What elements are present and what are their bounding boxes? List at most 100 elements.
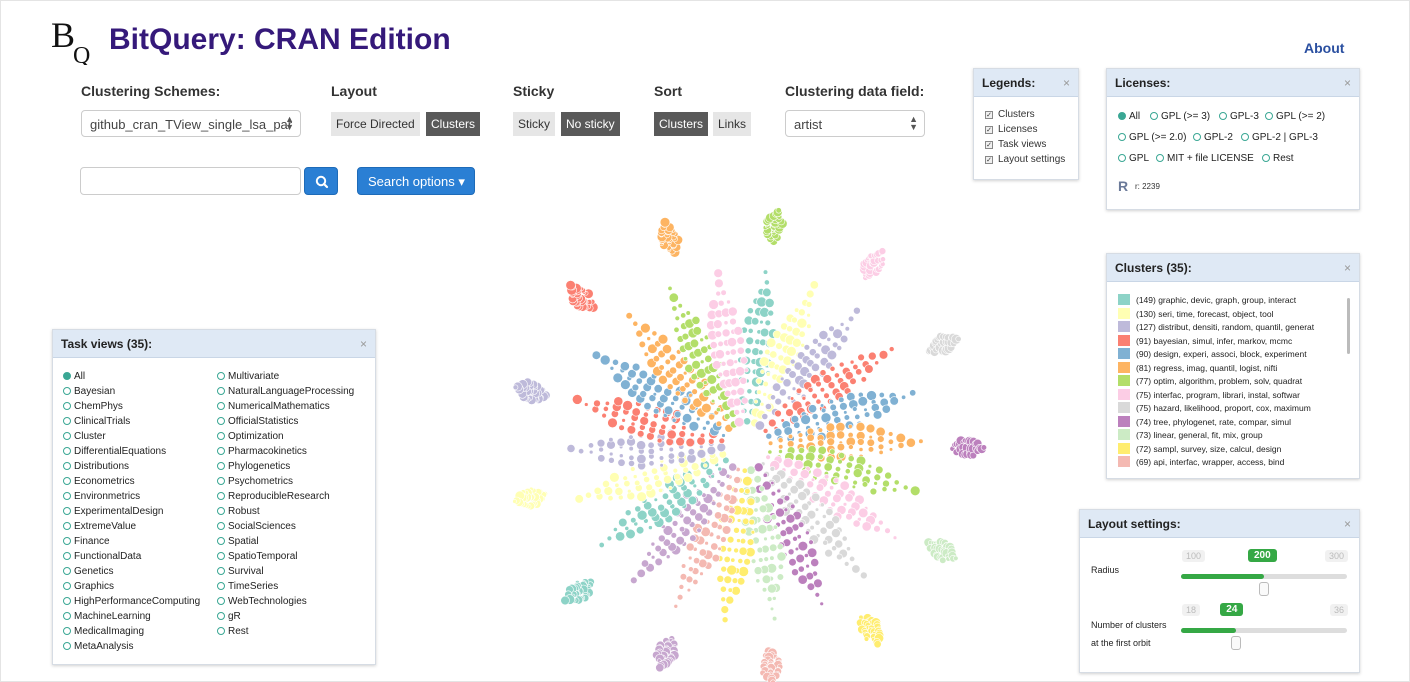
task-view-option[interactable]: ReproducibleResearch bbox=[217, 491, 330, 502]
package-node[interactable] bbox=[717, 546, 722, 551]
package-node[interactable] bbox=[852, 479, 858, 486]
package-node[interactable] bbox=[714, 278, 724, 288]
package-node[interactable] bbox=[685, 437, 695, 448]
package-node[interactable] bbox=[939, 556, 947, 564]
package-node[interactable] bbox=[712, 360, 722, 370]
package-node[interactable] bbox=[571, 394, 583, 405]
package-node[interactable] bbox=[829, 485, 835, 491]
package-node[interactable] bbox=[717, 299, 725, 307]
package-node[interactable] bbox=[741, 467, 748, 474]
radio-icon[interactable] bbox=[63, 597, 71, 605]
package-node[interactable] bbox=[714, 511, 723, 520]
package-node[interactable] bbox=[657, 534, 666, 543]
radio-icon[interactable] bbox=[217, 537, 225, 545]
package-node[interactable] bbox=[617, 458, 626, 467]
package-node[interactable] bbox=[788, 370, 797, 379]
package-node[interactable] bbox=[759, 319, 764, 325]
package-node[interactable] bbox=[753, 399, 759, 404]
package-node[interactable] bbox=[725, 595, 735, 605]
package-node[interactable] bbox=[867, 446, 875, 453]
package-node[interactable] bbox=[585, 491, 592, 499]
package-node[interactable] bbox=[875, 465, 884, 475]
package-node[interactable] bbox=[793, 498, 799, 505]
task-view-option[interactable]: TimeSeries bbox=[217, 581, 278, 592]
package-node[interactable] bbox=[684, 363, 694, 373]
package-node[interactable] bbox=[696, 449, 707, 459]
package-node[interactable] bbox=[806, 582, 816, 591]
package-node[interactable] bbox=[825, 422, 836, 432]
package-node[interactable] bbox=[708, 438, 715, 445]
package-node[interactable] bbox=[779, 388, 787, 397]
package-node[interactable] bbox=[710, 399, 716, 404]
package-node[interactable] bbox=[794, 546, 800, 552]
package-node[interactable] bbox=[860, 376, 867, 383]
package-node[interactable] bbox=[877, 435, 885, 443]
package-node[interactable] bbox=[667, 285, 673, 291]
radio-icon[interactable] bbox=[217, 447, 225, 455]
package-node[interactable] bbox=[834, 466, 841, 473]
package-node[interactable] bbox=[618, 424, 625, 431]
package-node[interactable] bbox=[817, 445, 827, 455]
package-node[interactable] bbox=[857, 396, 868, 407]
package-node[interactable] bbox=[668, 353, 677, 362]
package-node[interactable] bbox=[603, 405, 609, 412]
package-node[interactable] bbox=[739, 537, 747, 545]
package-node[interactable] bbox=[631, 362, 641, 372]
package-node[interactable] bbox=[817, 439, 825, 447]
package-node[interactable] bbox=[630, 421, 636, 427]
package-node[interactable] bbox=[647, 507, 658, 518]
package-node[interactable] bbox=[671, 305, 678, 312]
package-node[interactable] bbox=[638, 369, 648, 380]
package-node[interactable] bbox=[881, 486, 888, 492]
package-node[interactable] bbox=[647, 447, 655, 455]
package-node[interactable] bbox=[673, 326, 680, 333]
package-node[interactable] bbox=[776, 551, 787, 562]
radio-icon[interactable] bbox=[63, 402, 71, 410]
package-node[interactable] bbox=[512, 499, 517, 504]
package-node[interactable] bbox=[813, 352, 821, 360]
package-node[interactable] bbox=[823, 392, 830, 399]
package-node[interactable] bbox=[676, 593, 684, 601]
radio-icon[interactable] bbox=[217, 492, 225, 500]
package-node[interactable] bbox=[824, 548, 833, 558]
package-node[interactable] bbox=[812, 337, 819, 345]
package-node[interactable] bbox=[868, 435, 873, 440]
package-node[interactable] bbox=[762, 428, 769, 434]
package-node[interactable] bbox=[609, 472, 620, 483]
package-node[interactable] bbox=[789, 467, 799, 477]
package-node[interactable] bbox=[783, 507, 789, 513]
package-node[interactable] bbox=[690, 462, 700, 471]
package-node[interactable] bbox=[628, 434, 634, 440]
package-node[interactable] bbox=[643, 476, 650, 483]
package-node[interactable] bbox=[806, 313, 811, 318]
package-node[interactable] bbox=[652, 392, 657, 397]
license-option[interactable]: GPL-2 | GPL-3 bbox=[1241, 132, 1318, 143]
package-node[interactable] bbox=[739, 376, 748, 385]
sort-clusters-button[interactable]: Clusters bbox=[654, 112, 709, 136]
package-node[interactable] bbox=[726, 564, 738, 576]
package-node[interactable] bbox=[631, 383, 640, 392]
task-view-option[interactable]: MetaAnalysis bbox=[63, 641, 133, 652]
package-node[interactable] bbox=[786, 440, 795, 448]
cluster-legend-item[interactable]: (90) design, experi, associ, block, expe… bbox=[1118, 348, 1307, 359]
package-node[interactable] bbox=[625, 312, 633, 320]
package-node[interactable] bbox=[878, 247, 887, 255]
radio-icon[interactable] bbox=[1193, 133, 1201, 141]
package-node[interactable] bbox=[789, 503, 796, 510]
package-node[interactable] bbox=[696, 416, 701, 422]
package-node[interactable] bbox=[738, 487, 745, 494]
package-node[interactable] bbox=[792, 535, 798, 542]
package-node[interactable] bbox=[613, 396, 624, 407]
package-node[interactable] bbox=[708, 413, 715, 421]
package-node[interactable] bbox=[710, 542, 719, 551]
package-node[interactable] bbox=[753, 507, 759, 513]
package-node[interactable] bbox=[608, 451, 614, 457]
package-node[interactable] bbox=[565, 280, 576, 291]
radius-slider-handle[interactable] bbox=[1259, 582, 1269, 596]
package-node[interactable] bbox=[769, 350, 778, 359]
cluster-legend-item[interactable]: (81) regress, imag, quantil, logist, nif… bbox=[1118, 361, 1277, 373]
package-node[interactable] bbox=[867, 464, 873, 469]
package-node[interactable] bbox=[774, 397, 782, 406]
package-node[interactable] bbox=[721, 433, 726, 438]
package-node[interactable] bbox=[761, 587, 768, 593]
